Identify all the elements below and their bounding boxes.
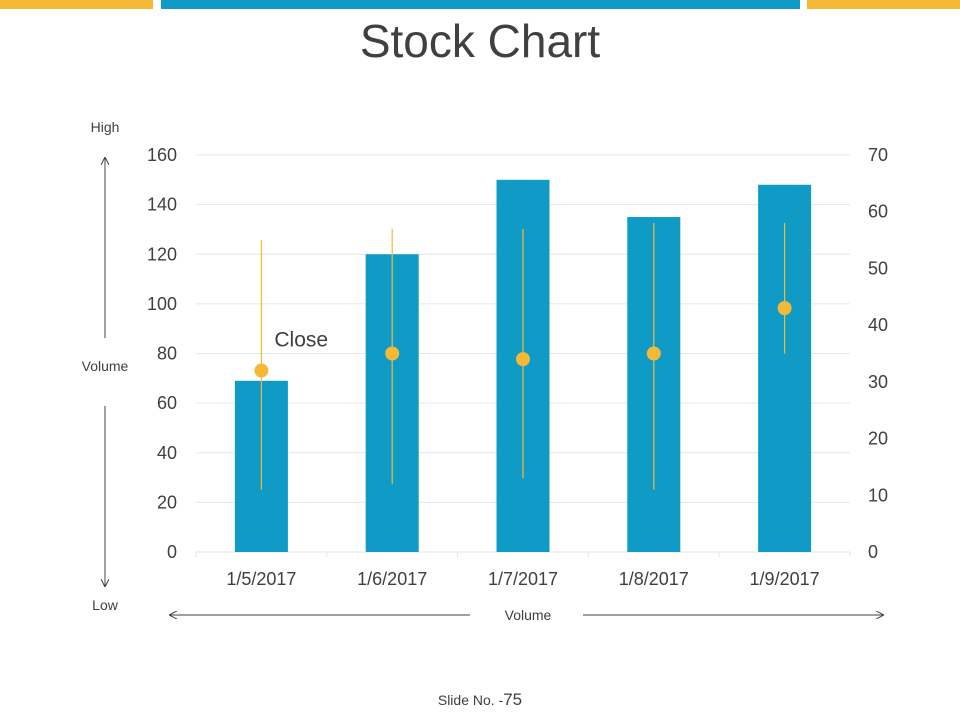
right-tick-label: 60 (868, 202, 888, 222)
right-tick-label: 0 (868, 542, 878, 562)
top-accent-left (0, 0, 153, 9)
close-marker (516, 352, 530, 367)
category-label: 1/9/2017 (750, 569, 820, 589)
slide-number-label: Slide No. - (437, 692, 504, 708)
left-tick-label: 80 (157, 344, 177, 364)
slide-number: Slide No. -75 (0, 690, 960, 710)
left-axis-bottom-label: Low (92, 597, 119, 613)
right-tick-label: 10 (868, 485, 888, 505)
page-title: Stock Chart (359, 15, 601, 67)
close-annotation: Close (274, 329, 328, 352)
left-tick-label: 40 (157, 443, 177, 463)
left-tick-label: 160 (147, 145, 177, 165)
left-tick-label: 20 (157, 492, 177, 512)
left-tick-label: 100 (147, 294, 177, 314)
high-low-close-marks: Close (254, 223, 792, 490)
top-accent-center (161, 0, 800, 9)
right-tick-label: 70 (868, 145, 888, 165)
slide-number-value: 75 (503, 690, 523, 709)
left-axis-top-label: High (91, 119, 120, 135)
close-marker (254, 363, 269, 378)
close-marker (385, 346, 400, 361)
left-axis-mid-label: Volume (82, 358, 129, 374)
right-tick-label: 40 (868, 315, 888, 335)
left-tick-label: 140 (147, 195, 177, 215)
close-marker (646, 346, 661, 361)
left-tick-label: 0 (167, 542, 177, 562)
right-tick-label: 20 (868, 429, 888, 449)
category-label: 1/7/2017 (488, 569, 558, 589)
bottom-axis-label: Volume (505, 607, 552, 623)
right-tick-label: 50 (868, 258, 888, 278)
left-tick-label: 60 (157, 393, 177, 413)
top-accent-right (807, 0, 960, 9)
axis-ticks: 0 20 40 60 80 100 120 140 160 0 10 20 30 40 50 60 70 1/5/… (147, 145, 888, 589)
category-label: 1/5/2017 (226, 569, 296, 589)
category-label: 1/8/2017 (619, 569, 689, 589)
right-tick-label: 30 (868, 372, 888, 392)
close-marker (777, 301, 792, 316)
left-tick-label: 120 (147, 244, 177, 264)
category-label: 1/6/2017 (357, 569, 427, 589)
